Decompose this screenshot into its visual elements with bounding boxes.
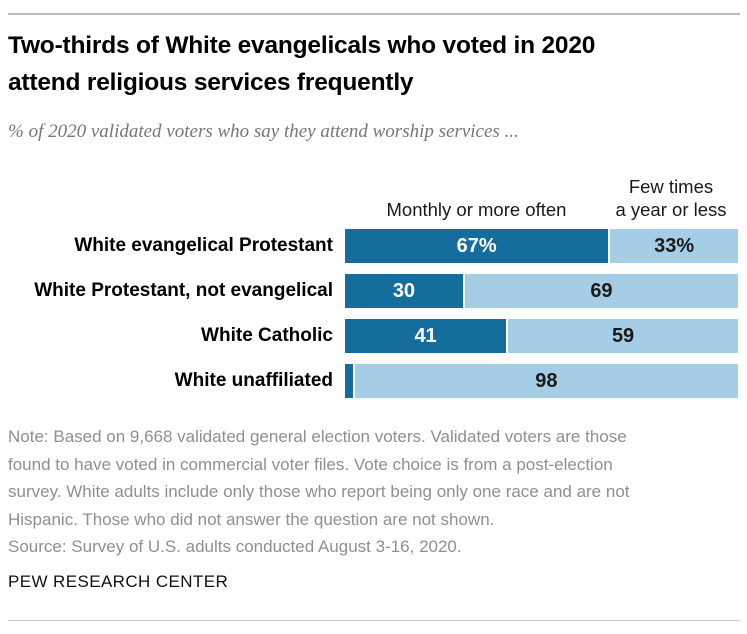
stacked-bar: 98 xyxy=(345,364,738,398)
column-header-few-times: Few times a year or less xyxy=(601,175,741,221)
title-line-1: Two-thirds of White evangelicals who vot… xyxy=(8,32,596,59)
top-divider xyxy=(8,13,740,15)
chart-row: White Catholic 41 59 xyxy=(0,319,738,353)
bar-segment-few-times: 59 xyxy=(508,319,738,353)
note-line: Note: Based on 9,668 validated general e… xyxy=(8,427,627,446)
note-line: survey. White adults include only those … xyxy=(8,482,630,501)
chart-subtitle: % of 2020 validated voters who say they … xyxy=(8,121,519,142)
bar-value-label: 41 xyxy=(414,325,437,347)
pew-research-center-wordmark: PEW RESEARCH CENTER xyxy=(8,572,229,591)
bottom-divider xyxy=(8,620,740,621)
category-label: White Catholic xyxy=(201,325,333,346)
category-label: White Protestant, not evangelical xyxy=(34,280,333,301)
column-header-few-times-line-2: a year or less xyxy=(615,199,727,220)
note-line: Hispanic. Those who did not answer the q… xyxy=(8,509,495,529)
bar-segment-few-times: 98 xyxy=(354,364,738,398)
category-label: White unaffiliated xyxy=(174,370,333,391)
stacked-bar: 30 69 xyxy=(345,274,738,308)
bar-value-label: 59 xyxy=(611,325,635,347)
column-header-monthly: Monthly or more often xyxy=(386,199,567,220)
note-line: found to have voted in commercial voter … xyxy=(8,454,613,474)
title-line-2: attend religious services frequently xyxy=(8,69,414,96)
stacked-bar-chart: White evangelical Protestant 67% 33% White … xyxy=(0,229,738,409)
bar-segment-monthly xyxy=(345,364,353,398)
chart-row: White Protestant, not evangelical 30 69 xyxy=(0,274,738,308)
bar-segment-monthly: 41 xyxy=(345,319,507,353)
bar-segment-monthly: 30 xyxy=(345,274,463,308)
bar-segment-monthly: 67% xyxy=(345,229,609,263)
chart-row: White unaffiliated 98 xyxy=(0,364,738,398)
bar-value-label: 33% xyxy=(654,235,695,257)
chart-row: White evangelical Protestant 67% 33% xyxy=(0,229,738,263)
bar-value-label: 30 xyxy=(392,280,416,302)
stacked-bar: 67% 33% xyxy=(345,229,738,263)
column-header-few-times-line-1: Few times xyxy=(628,176,714,197)
footnotes: Note: Based on 9,668 validated general e… xyxy=(8,423,747,561)
category-label: White evangelical Protestant xyxy=(74,235,333,256)
bar-segment-few-times: 33% xyxy=(610,229,738,263)
stacked-bar: 41 59 xyxy=(345,319,738,353)
bar-value-label: 67% xyxy=(456,235,497,257)
bar-value-label: 69 xyxy=(590,280,613,302)
bar-segment-few-times: 69 xyxy=(464,274,738,308)
source-line: Source: Survey of U.S. adults conducted … xyxy=(8,537,462,556)
bar-value-label: 98 xyxy=(535,370,558,392)
chart-title: Two-thirds of White evangelicals who vot… xyxy=(8,27,743,101)
